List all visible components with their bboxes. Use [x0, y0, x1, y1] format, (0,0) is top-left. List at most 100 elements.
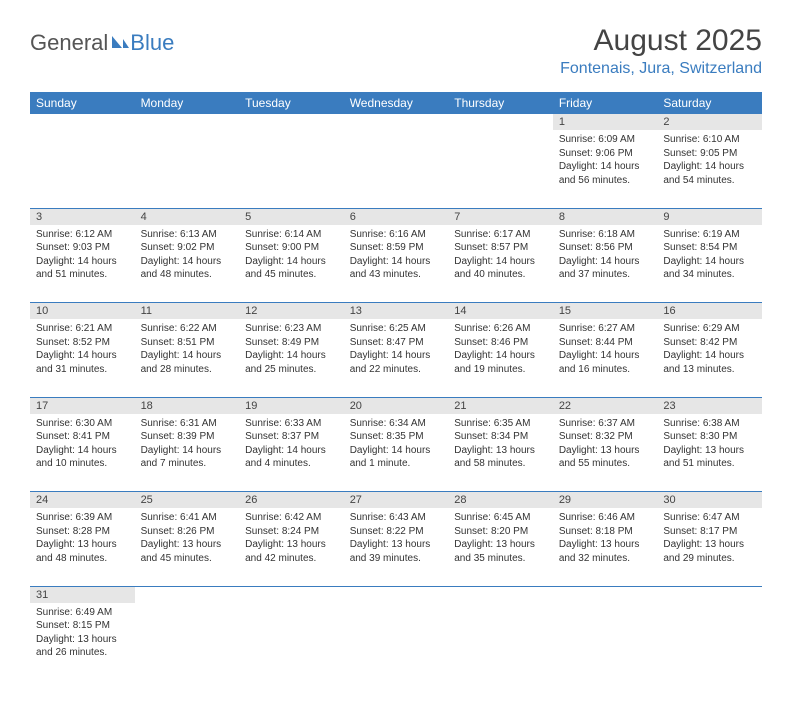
day-line: Sunrise: 6:39 AM [36, 511, 129, 525]
day-line: Daylight: 14 hours [559, 160, 652, 174]
day-cell: Sunrise: 6:09 AMSunset: 9:06 PMDaylight:… [553, 130, 658, 208]
day-line: Daylight: 14 hours [454, 349, 547, 363]
day-line: Sunrise: 6:45 AM [454, 511, 547, 525]
sail-icon [110, 30, 130, 56]
day-number: 25 [135, 492, 240, 509]
day-number: 15 [553, 303, 658, 320]
day-line: and 22 minutes. [350, 363, 443, 377]
day-line: Sunrise: 6:17 AM [454, 228, 547, 242]
day-number: 21 [448, 397, 553, 414]
day-line: Daylight: 14 hours [350, 349, 443, 363]
daynum-row: 10111213141516 [30, 303, 762, 320]
day-cell [135, 130, 240, 208]
day-line: Sunrise: 6:30 AM [36, 417, 129, 431]
day-line: Daylight: 14 hours [36, 349, 129, 363]
day-cell: Sunrise: 6:47 AMSunset: 8:17 PMDaylight:… [657, 508, 762, 586]
day-cell [448, 603, 553, 681]
day-line: Daylight: 14 hours [559, 255, 652, 269]
day-number: 11 [135, 303, 240, 320]
day-cell: Sunrise: 6:30 AMSunset: 8:41 PMDaylight:… [30, 414, 135, 492]
day-line: Sunset: 8:22 PM [350, 525, 443, 539]
day-line: Sunset: 8:46 PM [454, 336, 547, 350]
day-line: Daylight: 13 hours [559, 444, 652, 458]
day-line: and 56 minutes. [559, 174, 652, 188]
daynum-row: 17181920212223 [30, 397, 762, 414]
day-line: Sunset: 8:54 PM [663, 241, 756, 255]
day-line: Sunset: 8:59 PM [350, 241, 443, 255]
day-line: and 45 minutes. [245, 268, 338, 282]
day-number [448, 586, 553, 603]
day-line: Sunrise: 6:19 AM [663, 228, 756, 242]
day-line: Sunrise: 6:37 AM [559, 417, 652, 431]
day-line: Sunrise: 6:27 AM [559, 322, 652, 336]
day-line: Sunset: 9:06 PM [559, 147, 652, 161]
day-cell: Sunrise: 6:43 AMSunset: 8:22 PMDaylight:… [344, 508, 449, 586]
day-number: 24 [30, 492, 135, 509]
day-line: and 16 minutes. [559, 363, 652, 377]
day-line: and 45 minutes. [141, 552, 234, 566]
day-number: 5 [239, 208, 344, 225]
day-line: Sunrise: 6:22 AM [141, 322, 234, 336]
day-line: Sunset: 8:39 PM [141, 430, 234, 444]
day-line: Daylight: 14 hours [454, 255, 547, 269]
day-cell: Sunrise: 6:38 AMSunset: 8:30 PMDaylight:… [657, 414, 762, 492]
day-cell: Sunrise: 6:33 AMSunset: 8:37 PMDaylight:… [239, 414, 344, 492]
day-line: and 26 minutes. [36, 646, 129, 660]
day-line: and 25 minutes. [245, 363, 338, 377]
day-cell: Sunrise: 6:14 AMSunset: 9:00 PMDaylight:… [239, 225, 344, 303]
weekday-header: Wednesday [344, 92, 449, 114]
day-number: 17 [30, 397, 135, 414]
day-line: Sunrise: 6:14 AM [245, 228, 338, 242]
day-line: Daylight: 14 hours [245, 255, 338, 269]
day-line: Sunset: 9:05 PM [663, 147, 756, 161]
day-cell: Sunrise: 6:34 AMSunset: 8:35 PMDaylight:… [344, 414, 449, 492]
day-cell [344, 130, 449, 208]
day-line: Sunset: 8:34 PM [454, 430, 547, 444]
day-number: 19 [239, 397, 344, 414]
day-cell: Sunrise: 6:17 AMSunset: 8:57 PMDaylight:… [448, 225, 553, 303]
day-cell: Sunrise: 6:37 AMSunset: 8:32 PMDaylight:… [553, 414, 658, 492]
logo-part2: Blue [130, 30, 174, 56]
day-cell: Sunrise: 6:49 AMSunset: 8:15 PMDaylight:… [30, 603, 135, 681]
day-cell: Sunrise: 6:42 AMSunset: 8:24 PMDaylight:… [239, 508, 344, 586]
day-number: 8 [553, 208, 658, 225]
day-number: 28 [448, 492, 553, 509]
week-row: Sunrise: 6:30 AMSunset: 8:41 PMDaylight:… [30, 414, 762, 492]
day-line: Sunset: 8:47 PM [350, 336, 443, 350]
day-line: Sunrise: 6:33 AM [245, 417, 338, 431]
day-cell: Sunrise: 6:16 AMSunset: 8:59 PMDaylight:… [344, 225, 449, 303]
day-line: Sunrise: 6:49 AM [36, 606, 129, 620]
day-number: 4 [135, 208, 240, 225]
weekday-header: Monday [135, 92, 240, 114]
day-number [344, 586, 449, 603]
day-line: Sunrise: 6:23 AM [245, 322, 338, 336]
day-line: Sunset: 8:37 PM [245, 430, 338, 444]
weekday-header: Thursday [448, 92, 553, 114]
day-number: 27 [344, 492, 449, 509]
daynum-row: 31 [30, 586, 762, 603]
day-cell: Sunrise: 6:18 AMSunset: 8:56 PMDaylight:… [553, 225, 658, 303]
day-line: Daylight: 14 hours [245, 444, 338, 458]
day-number [657, 586, 762, 603]
daynum-row: 24252627282930 [30, 492, 762, 509]
day-line: Daylight: 13 hours [454, 538, 547, 552]
day-line: Daylight: 14 hours [663, 160, 756, 174]
day-line: Daylight: 13 hours [36, 538, 129, 552]
day-line: and 40 minutes. [454, 268, 547, 282]
day-line: Sunrise: 6:46 AM [559, 511, 652, 525]
day-cell: Sunrise: 6:41 AMSunset: 8:26 PMDaylight:… [135, 508, 240, 586]
day-line: Sunset: 8:52 PM [36, 336, 129, 350]
day-line: Sunrise: 6:47 AM [663, 511, 756, 525]
weekday-header: Sunday [30, 92, 135, 114]
day-line: Daylight: 14 hours [245, 349, 338, 363]
day-number [239, 586, 344, 603]
day-cell: Sunrise: 6:13 AMSunset: 9:02 PMDaylight:… [135, 225, 240, 303]
day-line: Daylight: 14 hours [350, 444, 443, 458]
day-cell: Sunrise: 6:31 AMSunset: 8:39 PMDaylight:… [135, 414, 240, 492]
daynum-row: 12 [30, 114, 762, 130]
day-line: Sunset: 9:02 PM [141, 241, 234, 255]
day-cell: Sunrise: 6:19 AMSunset: 8:54 PMDaylight:… [657, 225, 762, 303]
week-row: Sunrise: 6:09 AMSunset: 9:06 PMDaylight:… [30, 130, 762, 208]
day-line: and 32 minutes. [559, 552, 652, 566]
day-line: Sunset: 8:24 PM [245, 525, 338, 539]
